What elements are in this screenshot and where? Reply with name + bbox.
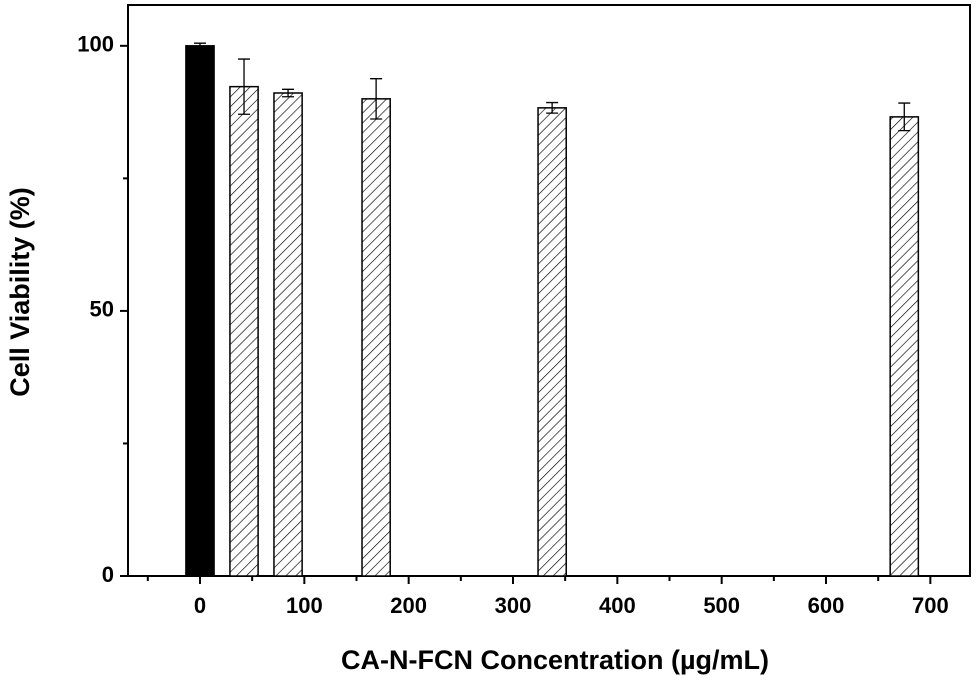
y-tick-label: 50 (90, 297, 114, 322)
bar (361, 98, 391, 577)
x-tick-label: 500 (703, 593, 740, 618)
y-tick-label: 100 (77, 32, 114, 57)
bar (889, 116, 920, 577)
error-bar (546, 101, 559, 114)
x-tick-label: 300 (495, 593, 532, 618)
x-tick-label: 600 (808, 593, 845, 618)
x-tick-label: 400 (599, 593, 636, 618)
error-bar (370, 78, 383, 120)
x-tick-label: 0 (194, 593, 206, 618)
x-tick-label: 100 (286, 593, 323, 618)
y-axis-title: Cell Viability (%) (5, 187, 35, 397)
bar (273, 92, 303, 577)
x-tick-label: 700 (912, 593, 949, 618)
x-tick-label: 200 (390, 593, 427, 618)
y-tick-label: 0 (102, 562, 114, 587)
error-bar (282, 88, 295, 98)
bar (537, 107, 567, 577)
x-axis-title: CA-N-FCN Concentration (µg/mL) (341, 645, 769, 675)
error-bar (238, 58, 251, 115)
bar (185, 45, 215, 577)
bar (229, 85, 259, 577)
error-bar (898, 102, 911, 132)
error-bar (193, 42, 206, 50)
